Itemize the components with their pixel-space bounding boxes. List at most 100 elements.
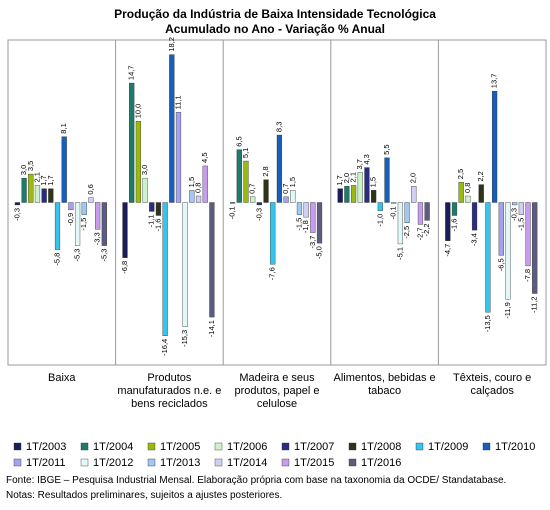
value-label: -1,6: [153, 219, 162, 232]
x-tick-label: Alimentos, bebidas e tabaco: [333, 372, 436, 397]
value-label: -2,7: [415, 227, 424, 240]
bar: [397, 202, 403, 245]
legend-label: 1T/2013: [160, 457, 200, 469]
legend-label: 1T/2005: [160, 441, 200, 453]
value-label: -7,8: [523, 269, 532, 282]
bar: [445, 202, 451, 241]
value-label: 4,5: [200, 153, 209, 163]
legend-swatch: [482, 442, 491, 451]
value-label: 2,1: [32, 172, 41, 182]
value-label: 4,3: [362, 154, 371, 164]
plot-frame: [7, 39, 547, 366]
bar: [41, 188, 47, 203]
bar: [14, 202, 21, 206]
legend-swatch: [13, 442, 22, 451]
bar: [263, 179, 269, 203]
bar: [243, 160, 249, 203]
bar: [518, 202, 524, 215]
legend-swatch: [348, 442, 357, 451]
x-tick-label: Baixa: [48, 372, 76, 384]
bar: [189, 190, 195, 203]
bar: [350, 185, 357, 203]
value-label: 0,7: [248, 183, 257, 193]
value-label: 2,0: [409, 173, 418, 183]
bar: [129, 82, 135, 203]
bar: [465, 195, 471, 203]
value-label: 1,5: [187, 177, 196, 187]
bar: [471, 202, 478, 231]
bar: [202, 165, 208, 203]
value-label: -6,8: [120, 261, 129, 274]
bar: [270, 202, 276, 265]
bar: [135, 121, 141, 203]
bar: [48, 188, 54, 203]
value-label: 2,2: [476, 171, 485, 181]
bar: [498, 202, 504, 256]
value-label: 6,5: [234, 136, 243, 146]
legend-swatch: [80, 458, 89, 467]
value-label: -5,8: [53, 253, 62, 266]
value-label: -16,4: [160, 339, 169, 356]
value-label: -1,6: [449, 219, 458, 232]
bar: [283, 196, 289, 203]
bar: [81, 202, 87, 215]
value-label: -1,8: [301, 220, 310, 233]
value-label: -0,9: [66, 213, 75, 226]
legend-swatch: [214, 458, 223, 467]
bar: [512, 202, 518, 206]
value-label: 10,0: [133, 104, 142, 119]
chart-title: Produção da Indústria de Baixa Intensida…: [114, 7, 436, 21]
value-label: -1,1: [147, 214, 156, 227]
bar: [162, 202, 168, 336]
bar: [250, 196, 256, 203]
bar: [417, 202, 424, 225]
legend-swatch: [281, 458, 290, 467]
value-label: 1,7: [46, 175, 55, 185]
value-label: -15,3: [180, 330, 189, 347]
bar: [478, 184, 484, 203]
value-label: -5,1: [395, 247, 404, 260]
value-label: 8,1: [59, 123, 68, 133]
bar: [404, 202, 410, 224]
bar: [451, 202, 458, 216]
bar: [424, 202, 430, 221]
legend-label: 1T/2008: [361, 441, 401, 453]
bar: [175, 112, 182, 203]
legend-swatch: [13, 458, 22, 467]
legend-label: 1T/2004: [93, 441, 133, 453]
value-label: 1,5: [369, 177, 378, 187]
source-note: Fonte: IBGE – Pesquisa Industrial Mensal…: [6, 475, 507, 486]
bar: [492, 90, 498, 203]
bar: [532, 202, 538, 294]
value-label: -3,4: [470, 233, 479, 246]
bar: [182, 202, 188, 328]
value-label: -4,7: [443, 244, 452, 257]
bar: [74, 202, 81, 246]
value-label: -11,9: [503, 302, 512, 319]
bar: [28, 173, 34, 203]
bar: [344, 186, 350, 203]
value-label: 5,5: [382, 144, 391, 154]
value-label: -5,0: [315, 246, 324, 259]
value-label: -5,3: [73, 249, 82, 262]
value-label: 1,7: [39, 175, 48, 185]
value-label: 0,6: [86, 184, 95, 194]
bar: [101, 202, 107, 246]
value-label: -1,5: [294, 218, 303, 231]
legend-swatch: [281, 442, 290, 451]
bar: [411, 186, 417, 203]
value-label: 3,0: [19, 165, 28, 175]
bar: [195, 195, 202, 203]
legend-label: 1T/2007: [294, 441, 334, 453]
value-label: -2,5: [402, 226, 411, 239]
value-label: 14,7: [127, 65, 136, 80]
legend-swatch: [147, 442, 156, 451]
value-label: 0,8: [463, 183, 472, 193]
bar: [296, 202, 303, 215]
value-label: 1,7: [335, 175, 344, 185]
value-label: -0,3: [12, 208, 21, 221]
bar: [458, 181, 464, 203]
bar: [88, 197, 94, 203]
bar: [485, 202, 491, 313]
